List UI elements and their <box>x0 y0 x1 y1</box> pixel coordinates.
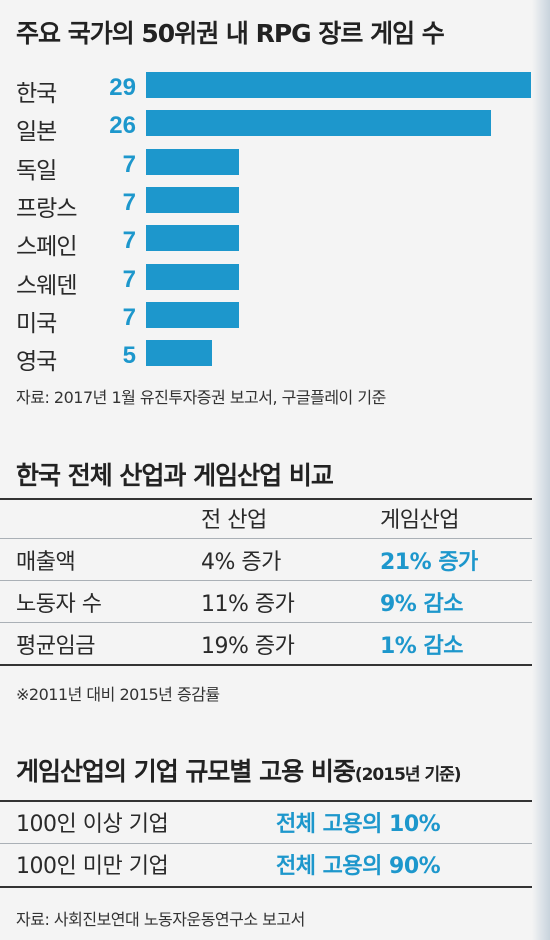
row-revenue-game: 21% 증가 <box>380 550 478 575</box>
chart-source-note: 자료: 2017년 1월 유진투자증권 보고서, 구글플레이 기준 <box>16 388 386 407</box>
bar <box>146 301 239 328</box>
row-wage-game: 1% 감소 <box>380 634 464 659</box>
bar-category-label: 독일 <box>16 157 57 184</box>
row-label-workers: 노동자 수 <box>16 592 102 617</box>
bar-value-label: 7 <box>122 303 136 331</box>
employment-source-note: 자료: 사회진보연대 노동자운동연구소 보고서 <box>16 910 305 929</box>
bar-category-label: 스웨덴 <box>16 272 77 299</box>
employment-title-subtitle: (2015년 기준) <box>354 765 462 785</box>
employment-label-small: 100인 미만 기업 <box>16 854 169 879</box>
bar-row: 일본 26 <box>0 107 550 147</box>
row-revenue-all: 4% 증가 <box>201 550 281 575</box>
employment-bottom-rule <box>0 886 532 888</box>
table-header-rule <box>0 538 532 539</box>
bar-row: 프랑스 7 <box>0 184 550 224</box>
employment-title-main: 게임산업의 기업 규모별 고용 비중 <box>16 757 356 786</box>
chart-title: 주요 국가의 50위권 내 RPG 장르 게임 수 <box>16 19 445 48</box>
table-top-rule <box>0 498 532 500</box>
bar <box>146 225 239 252</box>
bar <box>146 263 239 290</box>
employment-label-large: 100인 이상 기업 <box>16 812 169 837</box>
bar-row: 미국 7 <box>0 299 550 339</box>
table-bottom-rule <box>0 664 532 666</box>
bar-category-label: 미국 <box>16 310 57 337</box>
bar-value-label: 7 <box>122 265 136 293</box>
bar-row: 독일 7 <box>0 146 550 186</box>
employment-value-large: 전체 고용의 10% <box>276 812 441 837</box>
bar-category-label: 영국 <box>16 349 57 376</box>
bar-row: 영국 5 <box>0 337 550 377</box>
row-label-revenue: 매출액 <box>16 550 76 575</box>
bar-value-label: 7 <box>122 227 136 255</box>
bar-value-label: 5 <box>122 342 136 370</box>
employment-row-rule <box>0 843 532 844</box>
bar-value-label: 29 <box>109 74 136 101</box>
table-row-rule <box>0 622 532 623</box>
bar <box>146 148 239 175</box>
column-header-all-industry: 전 산업 <box>201 508 267 533</box>
bar-category-label: 프랑스 <box>16 195 77 222</box>
bar <box>146 72 531 98</box>
bar-value-label: 26 <box>109 112 136 140</box>
bar-category-label: 스페인 <box>16 234 77 261</box>
bar-category-label: 한국 <box>16 81 57 107</box>
column-header-game-industry: 게임산업 <box>380 508 459 533</box>
bar-value-label: 7 <box>122 150 136 178</box>
bar <box>146 186 239 213</box>
bar-row: 한국 29 <box>0 69 550 109</box>
bar <box>146 340 212 367</box>
bar-value-label: 7 <box>122 188 136 216</box>
bar-row: 스페인 7 <box>0 222 550 262</box>
row-label-avg-wage: 평균임금 <box>16 634 95 659</box>
table-row-rule <box>0 580 532 581</box>
bar-category-label: 일본 <box>16 119 57 146</box>
bar <box>146 110 491 137</box>
bar-row: 스웨덴 7 <box>0 261 550 301</box>
comparison-title: 한국 전체 산업과 게임산업 비교 <box>16 461 334 490</box>
employment-top-rule <box>0 800 532 802</box>
row-workers-all: 11% 증가 <box>201 592 295 617</box>
employment-title: 게임산업의 기업 규모별 고용 비중(2015년 기준) <box>16 752 462 788</box>
row-workers-game: 9% 감소 <box>380 592 464 617</box>
employment-value-small: 전체 고용의 90% <box>276 854 441 879</box>
row-wage-all: 19% 증가 <box>201 634 295 659</box>
table-footnote: ※2011년 대비 2015년 증감률 <box>16 685 220 704</box>
right-edge-decoration <box>532 0 550 940</box>
